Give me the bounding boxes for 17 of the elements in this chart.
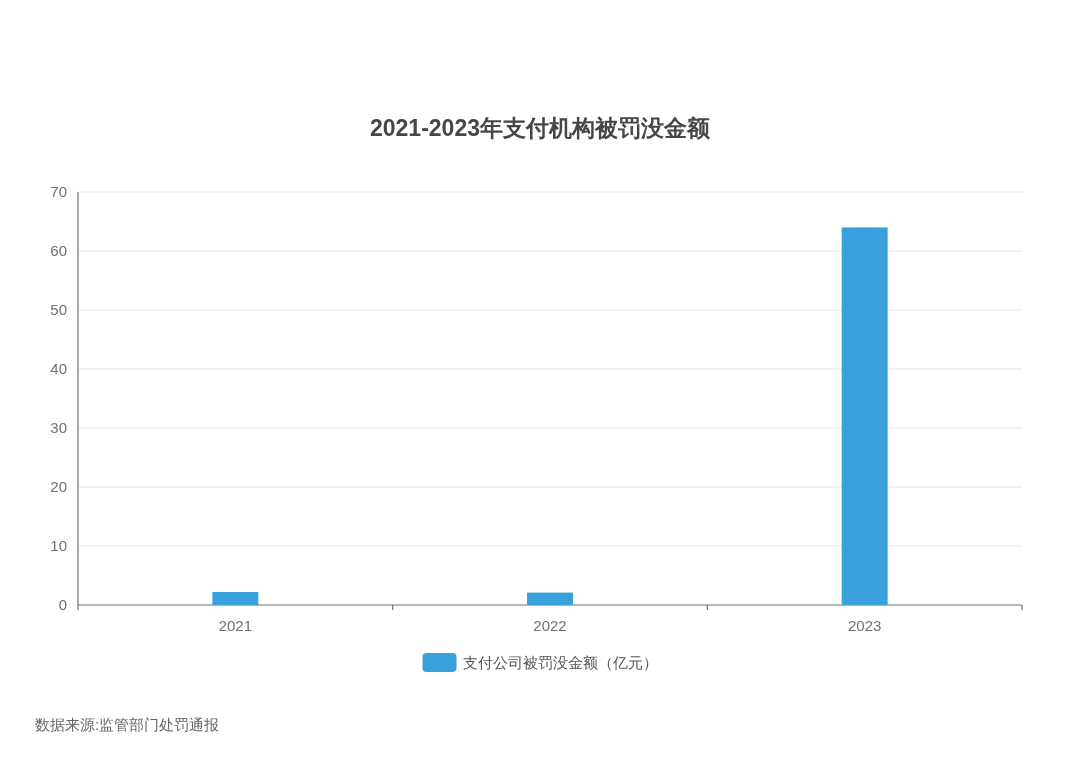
- y-tick-label: 30: [50, 419, 67, 436]
- bar: [212, 592, 259, 605]
- bar: [841, 227, 888, 605]
- x-tick-label: 2023: [847, 617, 882, 634]
- x-tick-label: 2021: [218, 617, 253, 634]
- chart-title: 2021-2023年支付机构被罚没金额: [370, 115, 711, 141]
- y-tick-label: 0: [58, 596, 67, 613]
- y-tick-label: 60: [50, 242, 67, 259]
- bar: [527, 592, 573, 605]
- legend-label: 支付公司被罚没金额（亿元）: [462, 654, 658, 671]
- source-note: 数据来源:监管部门处罚通报: [35, 716, 220, 733]
- y-tick-label: 10: [50, 537, 67, 554]
- y-tick-label: 50: [50, 301, 67, 318]
- y-tick-label: 20: [50, 478, 67, 495]
- y-tick-label: 40: [50, 360, 67, 377]
- y-tick-label: 70: [50, 183, 67, 200]
- x-tick-label: 2022: [533, 617, 567, 634]
